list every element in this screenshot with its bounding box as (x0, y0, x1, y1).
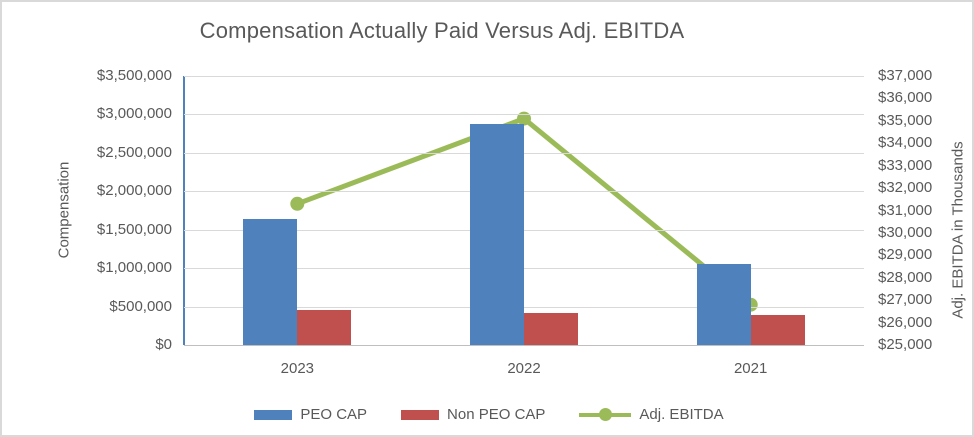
right-axis-tick: $35,000 (878, 111, 933, 129)
right-axis-tick: $27,000 (878, 291, 933, 309)
left-axis-tick: $3,500,000 (96, 67, 172, 84)
left-axis-tick: $2,500,000 (96, 143, 172, 161)
legend-item-peo-cap: PEO CAP (254, 406, 367, 423)
left-axis-tick: $500,000 (109, 297, 172, 315)
x-axis-label: 2023 (280, 360, 315, 377)
gridline (184, 152, 864, 154)
bar-peo-cap (243, 219, 298, 345)
bar-non-peo-cap (524, 313, 578, 345)
gridline (184, 191, 864, 193)
legend: PEO CAP Non PEO CAP Adj. EBITDA (2, 406, 972, 423)
non-peo-cap-swatch-icon (401, 409, 440, 420)
legend-item-adj-ebitda: Adj. EBITDA (579, 406, 724, 423)
bar-non-peo-cap (750, 315, 805, 345)
right-axis-tick: $28,000 (878, 268, 933, 286)
right-axis-tick: $36,000 (878, 89, 933, 107)
right-axis-tick: $31,000 (878, 201, 933, 219)
left-axis-tick: $2,000,000 (96, 182, 172, 200)
chart-title: Compensation Actually Paid Versus Adj. E… (199, 18, 685, 43)
legend-label-adj-ebitda: Adj. EBITDA (639, 406, 724, 423)
legend-item-non-peo-cap: Non PEO CAP (401, 406, 545, 423)
right-axis-tick: $30,000 (878, 223, 933, 241)
peo-cap-swatch-icon (254, 409, 293, 420)
left-axis-tick: $0 (155, 336, 172, 353)
bar-non-peo-cap (297, 309, 352, 345)
y-axis-line (183, 76, 185, 345)
left-axis-tick: $3,000,000 (96, 105, 172, 123)
gridline (184, 76, 864, 77)
left-axis-tick-labels: $3,500,000 $3,000,000 $2,500,000 $2,000,000… (32, 68, 172, 353)
adj-ebitda-line-marker-icon (579, 408, 632, 421)
gridline (184, 114, 864, 116)
bar-peo-cap (696, 264, 751, 345)
right-axis-tick: $32,000 (878, 179, 933, 197)
bar-peo-cap (470, 123, 524, 345)
legend-label-peo-cap: PEO CAP (300, 406, 368, 423)
legend-label-non-peo-cap: Non PEO CAP (447, 406, 546, 423)
right-axis-tick: $34,000 (878, 134, 933, 152)
right-axis-tick-labels: $37,000 $36,000 $35,000 $34,000 $33,000 $32,0… (878, 68, 968, 353)
gridline (184, 306, 864, 308)
plot-area (183, 76, 864, 346)
x-axis-line (184, 345, 864, 346)
gridline (184, 229, 864, 231)
x-axis-label: 2022 (507, 360, 541, 377)
right-axis-tick: $25,000 (878, 336, 933, 353)
x-axis-label: 2021 (733, 360, 768, 377)
right-axis-tick: $33,000 (878, 156, 933, 174)
right-axis-tick: $29,000 (878, 246, 933, 264)
gridline (184, 268, 864, 270)
left-axis-tick: $1,500,000 (96, 220, 172, 238)
left-axis-tick: $1,000,000 (96, 259, 172, 277)
adj-ebitda-marker (290, 196, 305, 211)
x-axis-category-labels: 2023 2022 2021 (184, 360, 864, 380)
adj-ebitda-line (296, 115, 753, 307)
right-axis-tick: $26,000 (878, 313, 933, 331)
right-axis-tick: $37,000 (878, 67, 933, 84)
